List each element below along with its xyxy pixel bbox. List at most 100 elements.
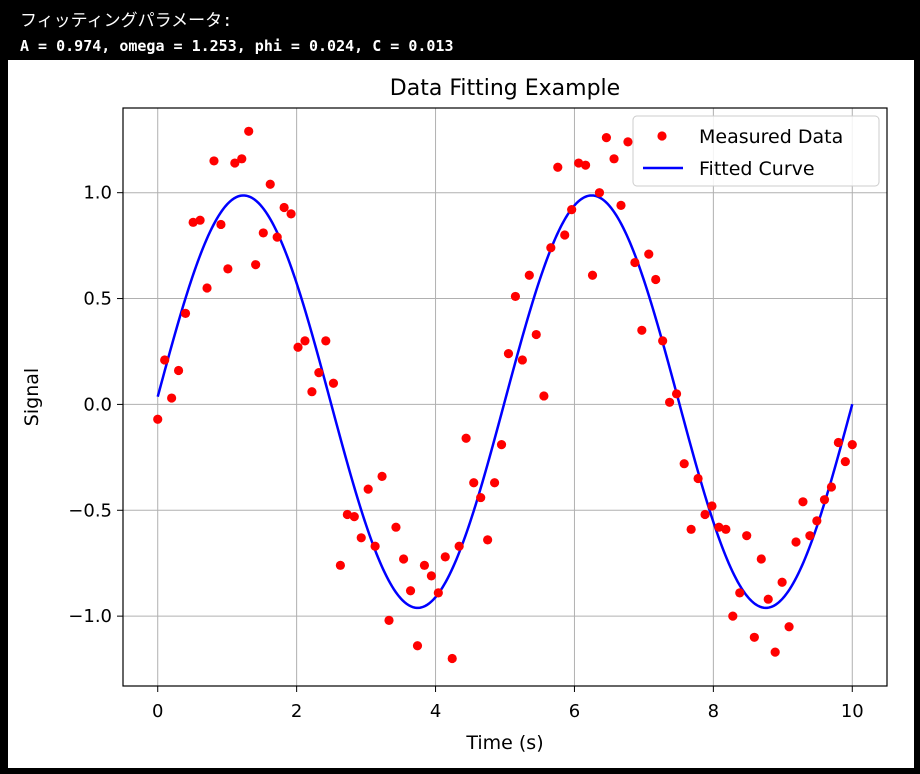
y-tick-label: −1.0: [68, 606, 112, 627]
data-point: [805, 531, 815, 541]
legend-label-fitted-curve: Fitted Curve: [699, 158, 815, 180]
y-axis-label: Signal: [21, 368, 43, 426]
data-point: [321, 336, 331, 346]
data-point: [167, 393, 177, 403]
data-point: [342, 509, 352, 520]
data-point: [405, 586, 416, 596]
data-point: [840, 456, 850, 467]
data-point: [335, 560, 345, 570]
data-point: [398, 554, 409, 564]
legend-label-measured-data: Measured Data: [699, 126, 843, 148]
data-point: [328, 378, 339, 388]
y-tick-label: −0.5: [68, 500, 112, 521]
data-point: [265, 179, 275, 189]
data-point: [209, 156, 219, 166]
data-point: [202, 283, 212, 293]
y-tick-label: 0.0: [83, 394, 112, 415]
data-point: [756, 554, 766, 564]
data-point: [153, 414, 163, 424]
x-tick-label: 10: [841, 701, 864, 722]
data-point: [847, 440, 857, 450]
data-point: [700, 509, 710, 520]
data-point: [567, 205, 577, 215]
data-point: [560, 230, 570, 240]
data-point: [391, 522, 401, 532]
data-point: [173, 365, 184, 376]
data-point: [707, 501, 717, 511]
data-point: [784, 622, 794, 632]
data-point: [546, 243, 556, 253]
data-point: [665, 397, 675, 407]
data-point: [286, 209, 296, 219]
data-point: [476, 492, 486, 503]
data-point: [826, 482, 837, 492]
y-tick-label: 0.5: [83, 289, 112, 310]
data-point: [377, 471, 387, 481]
data-point: [188, 217, 198, 227]
data-point: [447, 653, 457, 664]
data-point: [412, 641, 423, 651]
data-point: [230, 158, 240, 168]
data-point: [531, 329, 541, 340]
data-point: [503, 348, 514, 359]
x-tick-label: 8: [708, 701, 719, 722]
data-point: [728, 611, 738, 621]
plot-area-frame: [122, 107, 888, 687]
data-point: [686, 524, 696, 534]
data-point: [489, 478, 500, 488]
data-point: [616, 200, 626, 210]
data-point: [461, 433, 471, 443]
data-point: [791, 537, 801, 547]
legend-box: [632, 115, 880, 187]
data-point: [637, 325, 647, 335]
y-tick-label: 1.0: [83, 183, 112, 204]
data-point: [609, 154, 619, 164]
data-point: [293, 342, 303, 352]
data-point: [469, 478, 479, 488]
data-point: [279, 202, 289, 213]
data-point: [587, 270, 598, 280]
data-point: [237, 154, 247, 164]
data-point: [496, 440, 507, 450]
axis-ticks: 0 2 4 6 8 10 −1.0 −0.5 0.0 0.5 1.0: [68, 183, 863, 722]
data-point: [679, 459, 689, 469]
data-point: [833, 437, 843, 448]
data-point: [623, 137, 633, 147]
data-point: [272, 232, 282, 242]
x-tick-label: 4: [430, 701, 441, 722]
data-point: [742, 531, 752, 541]
data-point: [349, 512, 359, 522]
legend-marker-measured-data: [657, 131, 667, 141]
data-point: [524, 270, 534, 280]
fitted-curve-line: [156, 194, 854, 610]
data-point: [160, 355, 170, 365]
console-header-line: フィッティングパラメータ:: [20, 11, 233, 31]
data-point: [671, 389, 682, 399]
x-axis-label: Time (s): [465, 732, 543, 754]
data-point: [644, 249, 654, 259]
x-tick-label: 0: [152, 701, 163, 722]
x-tick-label: 6: [569, 701, 580, 722]
measured-points-layer: [153, 126, 857, 664]
data-point: [594, 188, 605, 198]
chart-svg: 0 2 4 6 8 10 −1.0 −0.5 0.0 0.5 1.0 Data Fitting Ex…: [21, 76, 888, 754]
chart-figure: 0 2 4 6 8 10 −1.0 −0.5 0.0 0.5 1.0 Data Fitting Ex…: [8, 60, 914, 768]
data-point: [195, 215, 205, 225]
data-point: [735, 588, 745, 598]
data-point: [510, 291, 521, 302]
data-point: [223, 264, 233, 274]
data-point: [300, 336, 310, 346]
data-point: [433, 588, 443, 598]
legend: Measured Data Fitted Curve: [632, 115, 880, 187]
data-point: [658, 336, 668, 346]
data-point: [216, 219, 226, 230]
data-point: [370, 541, 380, 551]
data-point: [258, 228, 268, 238]
data-point: [251, 260, 261, 270]
data-point: [770, 647, 780, 657]
data-point: [314, 368, 324, 378]
data-point: [244, 126, 254, 136]
data-point: [601, 133, 612, 143]
data-point: [363, 484, 373, 494]
